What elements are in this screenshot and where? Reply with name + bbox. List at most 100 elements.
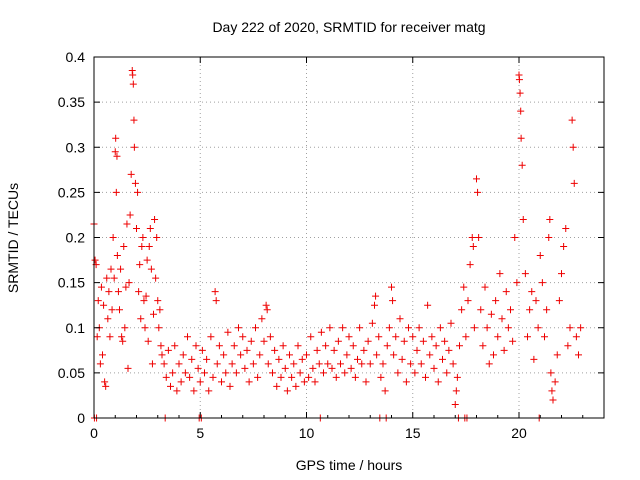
data-point (209, 373, 217, 381)
data-point (151, 215, 159, 223)
data-point (366, 360, 374, 368)
data-point (177, 378, 185, 386)
data-point (203, 355, 211, 363)
data-point (241, 364, 249, 372)
data-point (337, 360, 344, 368)
y-tick-label: 0.1 (66, 320, 86, 336)
data-point (568, 116, 576, 124)
data-point (569, 143, 577, 151)
data-point (100, 301, 108, 309)
data-point (538, 279, 546, 287)
data-points (90, 67, 585, 422)
data-point (167, 382, 174, 390)
data-point (349, 342, 357, 350)
data-point (474, 188, 482, 196)
data-point (415, 324, 423, 332)
data-point (260, 337, 268, 345)
data-point (468, 234, 476, 241)
data-point (107, 265, 115, 273)
data-point (469, 243, 477, 251)
data-point (273, 382, 281, 390)
data-point (228, 360, 236, 368)
data-point (218, 378, 225, 386)
data-point (436, 324, 444, 332)
data-point (317, 328, 325, 336)
data-point (164, 346, 172, 354)
data-point (564, 342, 572, 350)
data-point (311, 378, 319, 386)
data-point (97, 283, 105, 291)
data-point (577, 324, 585, 332)
data-point (430, 364, 438, 372)
data-point (428, 333, 436, 341)
data-point (118, 333, 126, 341)
data-point (575, 351, 582, 359)
data-point (147, 265, 155, 273)
data-point (373, 351, 381, 359)
data-point (375, 333, 383, 341)
data-point (106, 333, 114, 341)
data-point (91, 256, 99, 264)
data-point (541, 333, 548, 341)
data-point (173, 387, 181, 395)
data-point (305, 373, 313, 381)
data-point (213, 360, 221, 368)
data-point (419, 337, 427, 345)
data-point (396, 315, 404, 323)
data-point (383, 342, 391, 350)
data-point (572, 333, 580, 341)
data-point (341, 369, 349, 377)
y-tick-label: 0.25 (58, 184, 85, 200)
data-point (266, 333, 274, 341)
data-point (124, 364, 132, 372)
data-point (358, 360, 366, 368)
data-point (330, 346, 338, 354)
data-point (230, 342, 238, 350)
data-point (360, 346, 368, 354)
data-point (492, 297, 500, 305)
data-point (137, 315, 145, 323)
data-point (108, 306, 116, 314)
y-axis-label: SRMTID / TECUs (5, 183, 21, 293)
data-point (271, 346, 279, 354)
data-point (517, 134, 525, 142)
data-point (190, 387, 198, 395)
data-point (519, 215, 527, 223)
data-point (288, 373, 296, 381)
data-point (558, 270, 565, 278)
data-point (422, 373, 429, 381)
data-point (517, 107, 525, 115)
data-point (458, 306, 466, 314)
x-tick-label: 5 (196, 425, 204, 441)
data-point (111, 148, 119, 156)
data-point (424, 301, 432, 309)
data-point (320, 369, 327, 377)
data-point (570, 179, 578, 187)
data-point (154, 297, 162, 305)
data-point (332, 373, 340, 381)
data-point (239, 333, 247, 341)
data-point (521, 270, 529, 278)
data-point (245, 378, 253, 386)
axis-ticks: 0 5 10 15 20 0 0.05 0.1 0.15 0.2 0.25 0.3 0.35 0.4 (58, 49, 604, 441)
data-point (155, 324, 163, 332)
data-point (201, 369, 208, 377)
data-point (315, 360, 323, 368)
data-point (292, 382, 300, 390)
data-point (362, 378, 370, 386)
data-point (157, 342, 165, 350)
data-point (473, 175, 480, 183)
data-point (500, 346, 508, 354)
data-point (413, 346, 421, 354)
data-point (235, 324, 242, 332)
data-point (119, 337, 127, 345)
data-point (298, 355, 306, 363)
y-tick-label: 0 (77, 410, 85, 426)
data-point (528, 288, 536, 296)
data-point (432, 342, 440, 350)
data-point (141, 324, 149, 332)
data-point (232, 369, 240, 377)
data-point (237, 351, 245, 359)
data-point (102, 382, 110, 390)
y-tick-label: 0.05 (58, 365, 85, 381)
